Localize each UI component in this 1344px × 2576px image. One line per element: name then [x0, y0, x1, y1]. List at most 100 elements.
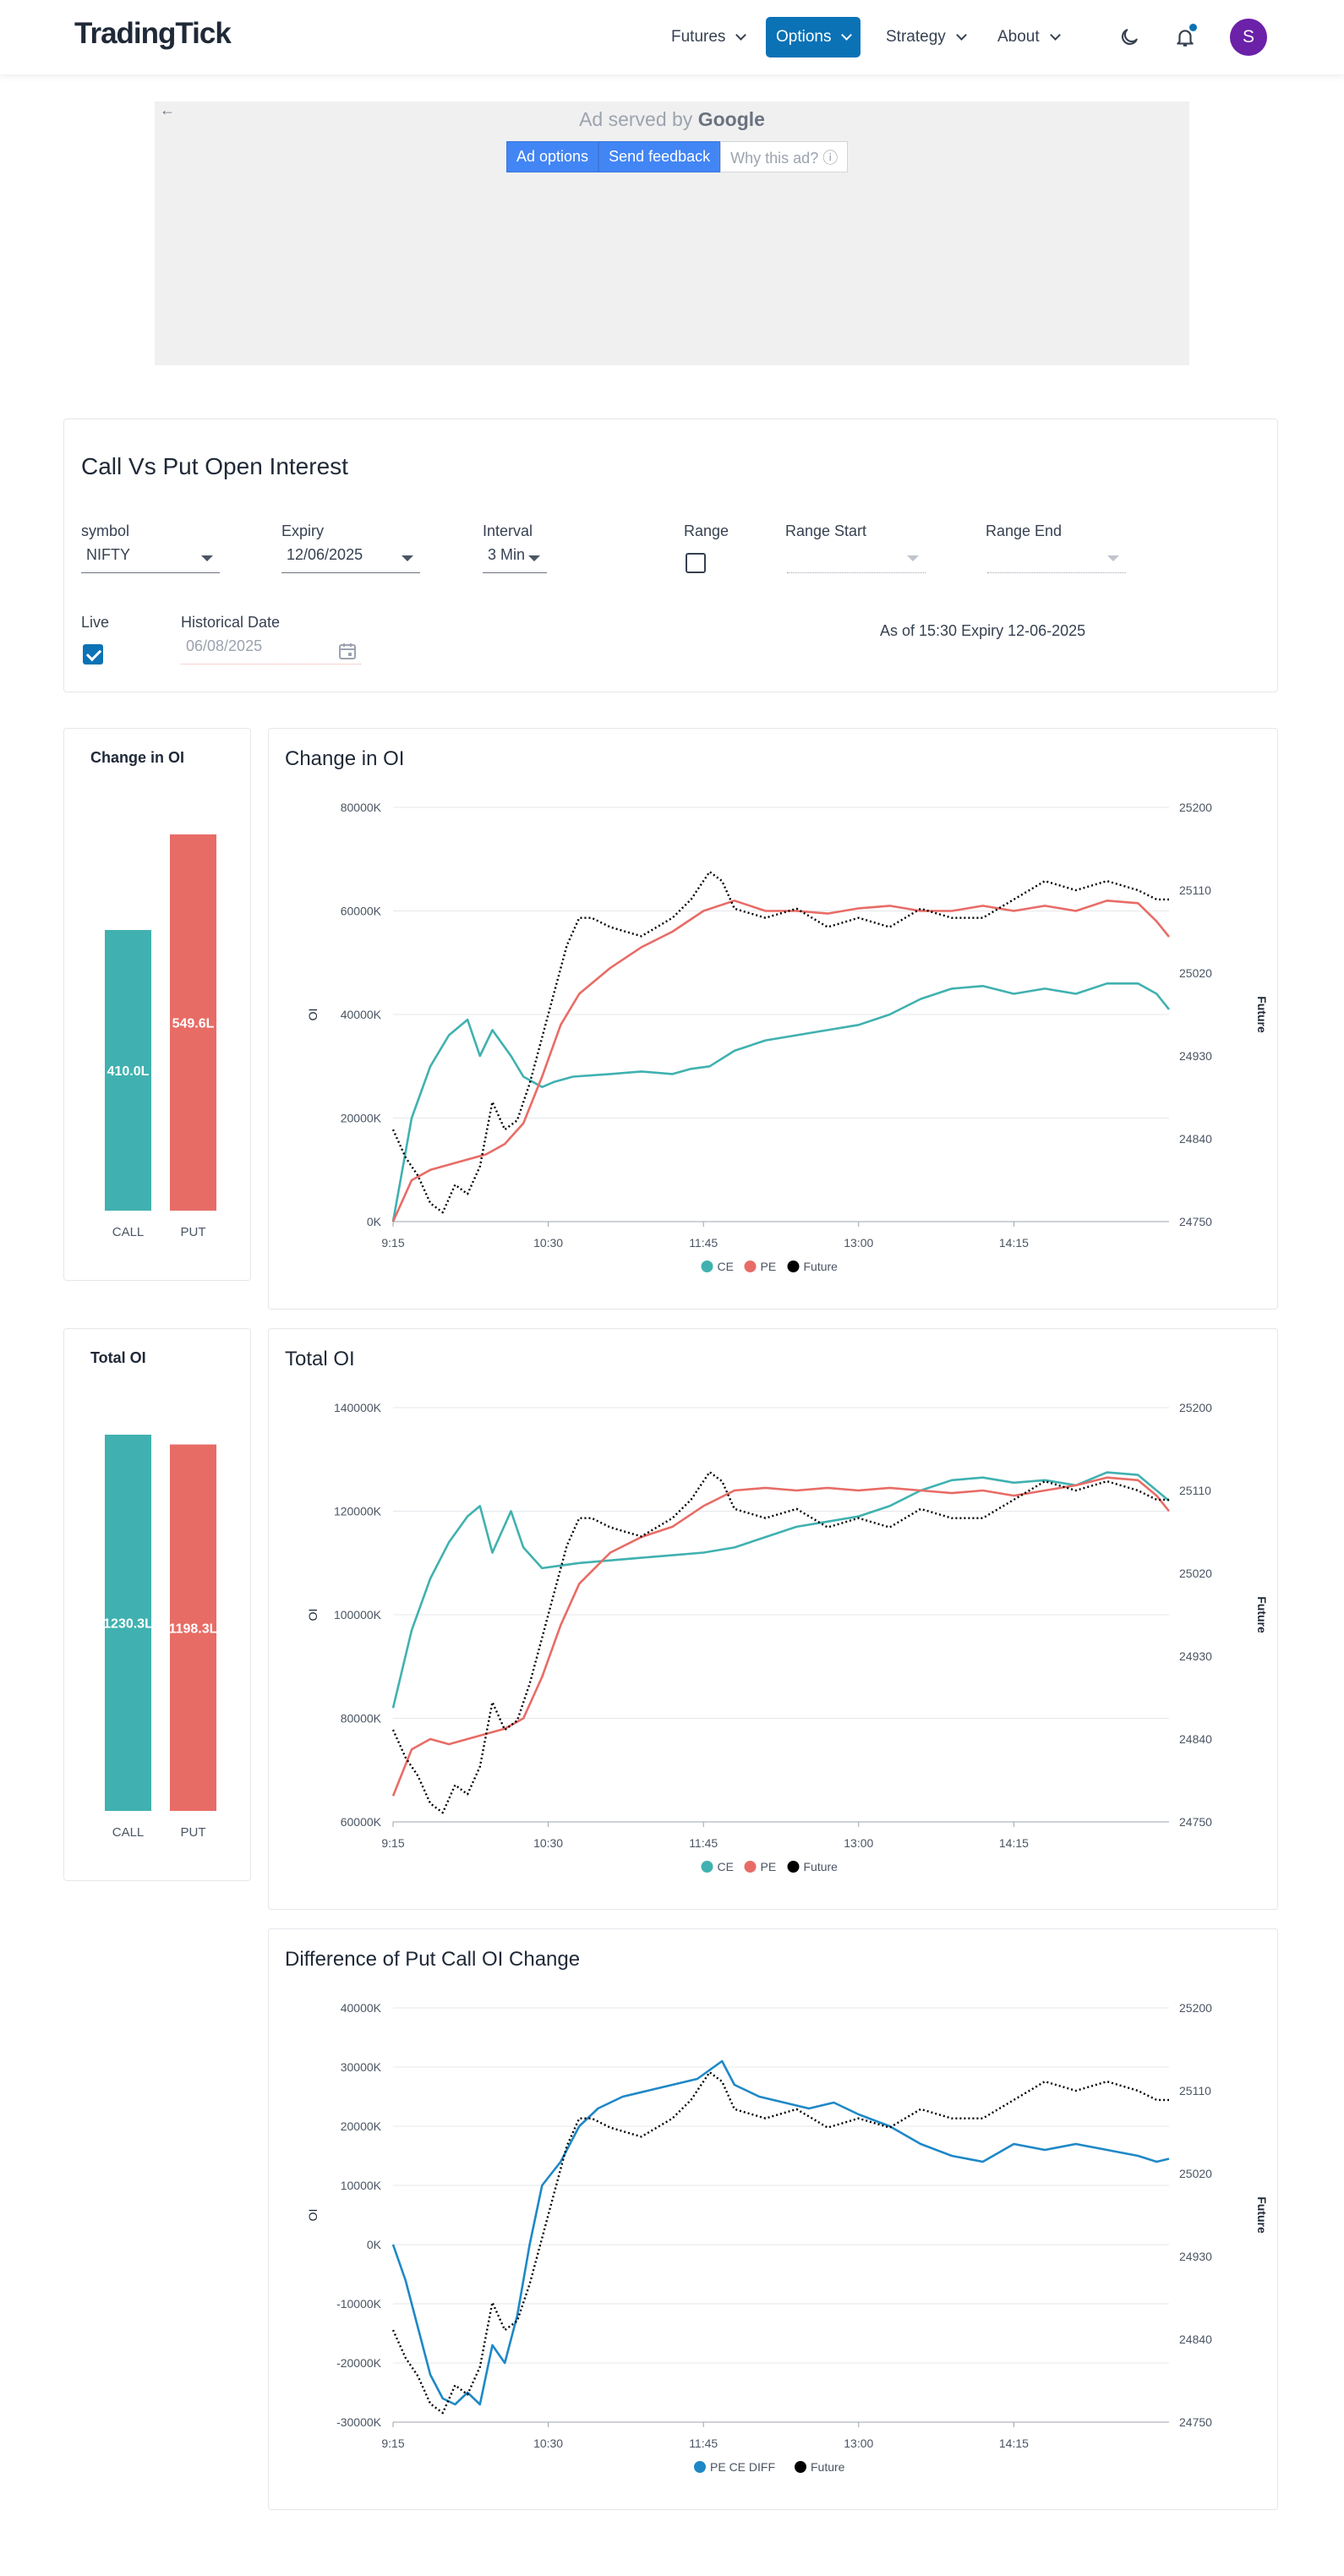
nav-options[interactable]: Options — [766, 17, 861, 57]
diff-oi-y2-axis-title: Future — [1255, 2196, 1269, 2234]
change-oi-x-tick-label: 10:30 — [533, 1236, 563, 1250]
interval-select[interactable]: 3 Min — [483, 546, 547, 573]
moon-icon — [1121, 29, 1138, 46]
chevron-down-icon — [841, 30, 853, 41]
notifications-button[interactable] — [1170, 22, 1200, 52]
change-oi-legend-label[interactable]: PE — [761, 1260, 777, 1273]
change-oi-y-tick-label: 0K — [367, 1215, 382, 1228]
diff-oi-y2-tick-label: 25110 — [1179, 2084, 1211, 2097]
total-oi-legend-label[interactable]: PE — [761, 1860, 777, 1873]
ad-options-button[interactable]: Ad options — [506, 141, 599, 172]
diff-oi-y2-tick-label: 24840 — [1179, 2333, 1212, 2346]
ad-banner: ← Ad served by Google Ad options Send fe… — [155, 101, 1189, 365]
historical-date-input[interactable]: 06/08/2025 — [181, 637, 361, 665]
expiry-select[interactable]: 12/06/2025 — [281, 546, 420, 573]
diff-oi-y-tick-label: 30000K — [341, 2060, 382, 2074]
change-summary-bar-value-put: 549.6L — [172, 1017, 215, 1031]
total-oi-x-tick-label: 11:45 — [689, 1836, 718, 1850]
live-checkbox[interactable] — [83, 644, 103, 665]
change-oi-legend-label[interactable]: CE — [718, 1260, 734, 1273]
total-summary-bar-put[interactable] — [170, 1444, 216, 1811]
caret-down-icon — [402, 555, 413, 561]
total-oi-series-ce[interactable] — [391, 1471, 1170, 1709]
total-summary-bar-value-put: 1198.3L — [169, 1622, 218, 1636]
change-oi-x-tick-label: 14:15 — [999, 1236, 1029, 1250]
total-oi-y2-tick-label: 25200 — [1179, 1401, 1212, 1414]
calendar-icon[interactable] — [337, 641, 358, 661]
change-oi-legend-marker[interactable] — [744, 1261, 757, 1272]
nav-futures-label: Futures — [671, 28, 726, 46]
change-oi-series-pe[interactable] — [391, 900, 1171, 1222]
arrow-left-icon[interactable]: ← — [160, 101, 175, 118]
as-of-text: As of 15:30 Expiry 12-06-2025 — [880, 622, 1086, 639]
nav-strategy[interactable]: Strategy — [876, 17, 975, 57]
diff-oi-y-tick-label: 0K — [367, 2238, 382, 2251]
caret-down-icon — [1107, 555, 1119, 561]
dark-mode-toggle[interactable] — [1114, 22, 1145, 52]
caret-down-icon — [201, 555, 213, 561]
total-oi-x-tick-label: 13:00 — [844, 1836, 873, 1850]
change-oi-line-chart: 80000K 60000K 40000K 20000K 0K 25200 25110 2502… — [306, 801, 1269, 1273]
historical-date-label: Historical Date — [181, 614, 281, 631]
change-oi-x-tick-label: 11:45 — [689, 1236, 718, 1250]
diff-oi-y-tick-label: -20000K — [336, 2356, 382, 2370]
change-oi-y-axis-title: OI — [306, 1009, 320, 1021]
change-oi-y-tick-label: 20000K — [341, 1112, 382, 1125]
total-oi-series-pe[interactable] — [391, 1476, 1171, 1797]
total-oi-y-tick-label: 120000K — [334, 1505, 382, 1518]
change-oi-y2-tick-label: 25110 — [1179, 883, 1211, 897]
total-oi-legend-marker[interactable] — [701, 1861, 713, 1873]
diff-oi-y-tick-label: 20000K — [341, 2119, 382, 2133]
top-navbar: TradingTick Futures Options Strategy Abo… — [0, 0, 1344, 74]
total-oi-chart-card: Total OI 140000K 120000K 100000K 80000K 6000… — [268, 1328, 1278, 1910]
change-oi-legend-label[interactable]: Future — [804, 1260, 839, 1273]
total-oi-y2-tick-label: 25020 — [1179, 1567, 1212, 1580]
diff-oi-legend-label[interactable]: Future — [811, 2460, 845, 2474]
change-oi-series-future[interactable] — [391, 870, 1169, 1214]
total-summary-bar-label-put: PUT — [181, 1825, 206, 1840]
change-oi-y2-tick-label: 24840 — [1179, 1132, 1212, 1146]
range-start-select[interactable] — [787, 546, 926, 573]
why-this-ad-button[interactable]: Why this ad? ⓘ — [720, 141, 849, 172]
total-oi-series-future[interactable] — [391, 1470, 1169, 1814]
send-feedback-button[interactable]: Send feedback — [598, 141, 721, 172]
total-summary-bar-value-call: 1230.3L — [103, 1617, 153, 1632]
total-oi-legend-marker[interactable] — [744, 1861, 757, 1873]
symbol-select[interactable]: NIFTY — [81, 546, 220, 573]
brand-logo[interactable]: TradingTick — [74, 17, 232, 50]
diff-oi-series-pe-ce-diff[interactable] — [391, 2059, 1170, 2406]
diff-oi-legend-label[interactable]: PE CE DIFF — [710, 2460, 775, 2474]
diff-oi-y2-tick-label: 25020 — [1179, 2167, 1212, 2180]
diff-oi-x-tick-label: 9:15 — [381, 2437, 404, 2450]
change-summary-bar-label-put: PUT — [181, 1225, 206, 1239]
total-summary-bar-call[interactable] — [105, 1435, 151, 1811]
change-oi-chart-card: Change in OI 80000K 60000K 40000K 20000K 0K 2… — [268, 728, 1278, 1310]
expiry-label: Expiry — [281, 522, 325, 539]
diff-oi-y-tick-label: -10000K — [336, 2297, 382, 2311]
total-oi-legend-label[interactable]: CE — [718, 1860, 734, 1873]
nav-options-label: Options — [776, 28, 832, 46]
change-oi-y2-tick-label: 24930 — [1179, 1049, 1212, 1063]
change-oi-legend-marker[interactable] — [701, 1261, 713, 1272]
total-oi-legend-label[interactable]: Future — [804, 1860, 839, 1873]
diff-oi-legend-marker[interactable] — [694, 2461, 706, 2473]
interval-label: Interval — [483, 522, 533, 539]
total-oi-y2-tick-label: 24840 — [1179, 1732, 1212, 1746]
caret-down-icon — [528, 555, 540, 561]
diff-oi-y-tick-label: -30000K — [336, 2415, 382, 2429]
nav-about[interactable]: About — [987, 17, 1069, 57]
change-oi-series-ce[interactable] — [391, 982, 1171, 1222]
total-oi-legend-marker[interactable] — [787, 1861, 800, 1873]
diff-oi-series-future[interactable] — [391, 2070, 1169, 2415]
change-oi-legend-marker[interactable] — [787, 1261, 800, 1272]
range-end-select[interactable] — [987, 546, 1126, 573]
change-summary-bar-put[interactable] — [170, 834, 216, 1211]
change-summary-bar-call[interactable] — [105, 930, 151, 1211]
interval-value: 3 Min — [488, 546, 526, 563]
total-oi-line-chart: 140000K 120000K 100000K 80000K 60000K 25200 25… — [306, 1401, 1269, 1873]
diff-oi-legend-marker[interactable] — [795, 2461, 806, 2473]
range-checkbox[interactable] — [686, 553, 706, 573]
total-oi-y2-tick-label: 24930 — [1179, 1649, 1212, 1663]
user-avatar[interactable]: S — [1230, 19, 1267, 56]
nav-futures[interactable]: Futures — [661, 17, 755, 57]
